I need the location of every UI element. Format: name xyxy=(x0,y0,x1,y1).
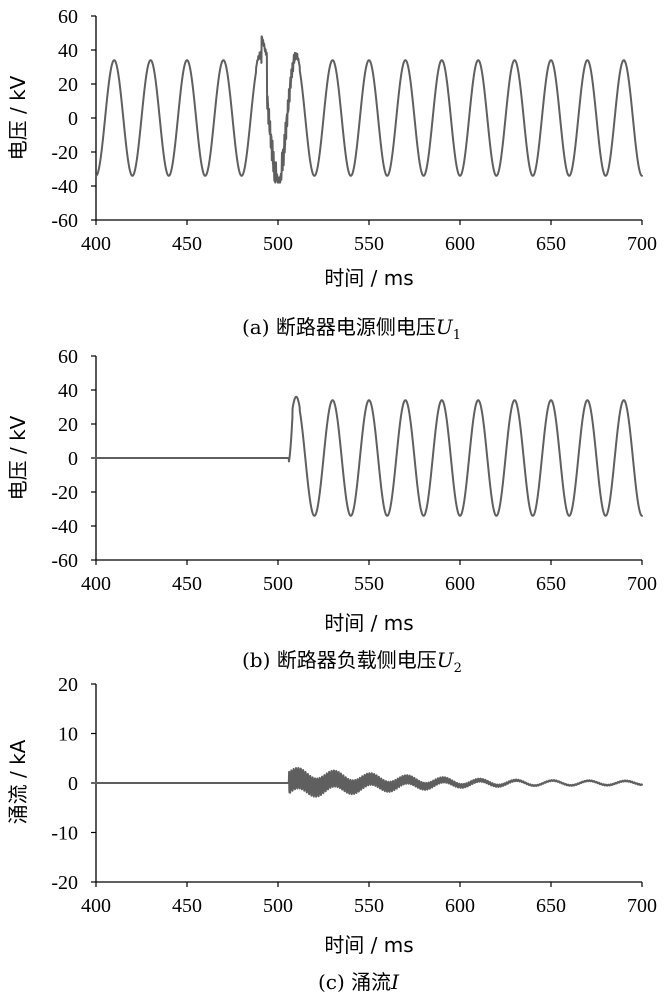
y-tick-label: 20 xyxy=(58,414,78,436)
x-tick-label: 400 xyxy=(81,233,111,255)
x-tick-label: 400 xyxy=(81,895,111,917)
x-axis-label: 时间 / ms xyxy=(324,611,413,635)
y-tick-label: -60 xyxy=(51,550,78,572)
y-tick-label: 0 xyxy=(68,448,78,470)
y-axis-label: 涌流 / kA xyxy=(6,739,30,824)
x-tick-label: 650 xyxy=(536,895,566,917)
x-axis-label: 时间 / ms xyxy=(324,266,413,290)
x-tick-label: 550 xyxy=(354,233,384,255)
x-tick-label: 700 xyxy=(627,895,657,917)
chart-panel-c: 涌流 / kA 时间 / ms (c) 涌流I -20 -10 0 10 20 400 45… xyxy=(6,674,657,994)
y-tick-label: -10 xyxy=(51,823,78,845)
x-tick-label: 600 xyxy=(445,573,475,595)
y-tick-label: 60 xyxy=(58,346,78,368)
x-tick-label: 500 xyxy=(263,895,293,917)
y-tick-label: 0 xyxy=(68,108,78,130)
y-tick-label: -60 xyxy=(51,210,78,232)
y-tick-label: 40 xyxy=(58,380,78,402)
chart-panel-b: 电压 / kV 时间 / ms (b) 断路器负载侧电压U2 -60 -40 -20… xyxy=(6,346,657,676)
y-tick-label: 60 xyxy=(58,6,78,28)
y-tick-label: 10 xyxy=(58,724,78,746)
x-tick-label: 600 xyxy=(445,895,475,917)
y-tick-label: 0 xyxy=(68,773,78,795)
chart-panel-a: 电压 / kV 时间 / ms (a) 断路器电源侧电压U1 -60 -40 -20… xyxy=(6,6,657,343)
x-tick-label: 450 xyxy=(172,895,202,917)
x-tick-label: 650 xyxy=(536,573,566,595)
y-tick-label: -20 xyxy=(51,142,78,164)
chart-caption: (a) 断路器电源侧电压U1 xyxy=(242,315,461,343)
x-tick-label: 450 xyxy=(172,233,202,255)
x-tick-label: 500 xyxy=(263,233,293,255)
x-tick-label: 700 xyxy=(627,573,657,595)
series-line xyxy=(95,766,643,798)
y-tick-label: -40 xyxy=(51,516,78,538)
x-tick-label: 400 xyxy=(81,573,111,595)
y-tick-label: 20 xyxy=(58,74,78,96)
y-axis-label: 电压 / kV xyxy=(6,75,30,160)
x-tick-label: 550 xyxy=(354,573,384,595)
x-tick-label: 600 xyxy=(445,233,475,255)
x-tick-label: 650 xyxy=(536,233,566,255)
y-axis-label: 电压 / kV xyxy=(6,415,30,500)
y-tick-label: -40 xyxy=(51,176,78,198)
x-tick-label: 450 xyxy=(172,573,202,595)
y-tick-label: -20 xyxy=(51,872,78,894)
chart-caption: (b) 断路器负载侧电压U2 xyxy=(242,648,462,676)
x-tick-label: 500 xyxy=(263,573,293,595)
x-axis-label: 时间 / ms xyxy=(324,933,413,957)
x-tick-label: 550 xyxy=(354,895,384,917)
y-tick-label: 40 xyxy=(58,40,78,62)
chart-caption: (c) 涌流I xyxy=(318,970,400,994)
y-tick-label: 20 xyxy=(58,674,78,696)
series-line xyxy=(95,35,643,184)
y-tick-label: -20 xyxy=(51,482,78,504)
x-tick-label: 700 xyxy=(627,233,657,255)
series-line xyxy=(95,395,643,517)
